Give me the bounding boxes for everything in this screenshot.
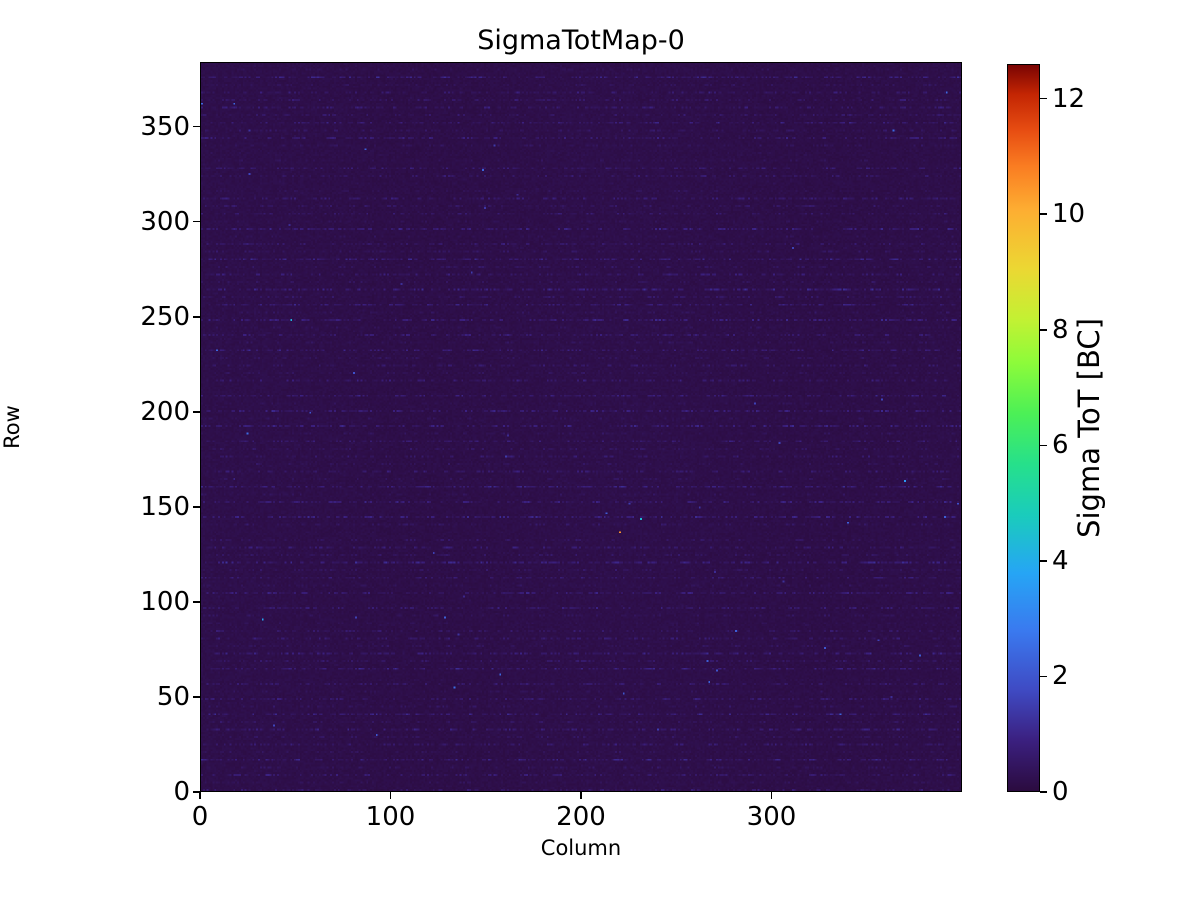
colorbar-tick-label: 12 (1052, 83, 1086, 114)
x-tick-label: 100 (365, 802, 416, 832)
heatmap-image[interactable] (201, 63, 961, 791)
colorbar-tick-mark (1040, 97, 1047, 100)
x-tick-label: 300 (746, 802, 797, 832)
colorbar-tick-label: 4 (1052, 545, 1069, 576)
y-tick-label: 350 (140, 111, 190, 142)
colorbar-tick-label: 0 (1052, 777, 1069, 807)
y-tick-label: 50 (156, 681, 190, 712)
y-tick-label: 250 (140, 301, 190, 332)
x-tick-mark (389, 792, 392, 799)
colorbar-label: Sigma ToT [BC] (1072, 318, 1106, 538)
colorbar-tick-mark (1040, 444, 1047, 447)
y-tick-label: 100 (140, 586, 190, 617)
x-tick-mark (770, 792, 773, 799)
y-tick-mark (193, 791, 200, 793)
colorbar-tick-label: 8 (1052, 314, 1069, 345)
y-tick-mark (193, 410, 200, 413)
y-axis-label: Row (0, 405, 24, 449)
y-tick-mark (193, 696, 200, 698)
x-axis-label: Column (540, 836, 622, 860)
y-tick-label: 150 (140, 491, 190, 522)
colorbar-tick-label: 10 (1052, 199, 1086, 230)
colorbar-tick-mark (1040, 560, 1047, 562)
y-tick-label: 300 (140, 206, 190, 237)
colorbar-tick-mark (1040, 213, 1047, 216)
y-tick-mark (193, 601, 200, 603)
y-tick-label: 200 (140, 396, 190, 427)
colorbar-tick-label: 6 (1052, 430, 1069, 461)
colorbar-tick-label: 2 (1052, 661, 1069, 692)
x-tick-label: 0 (191, 802, 209, 832)
y-tick-label: 0 (173, 777, 190, 807)
x-tick-label: 200 (556, 802, 606, 832)
x-tick-mark (580, 792, 582, 799)
heatmap-axes[interactable] (200, 62, 962, 792)
colorbar[interactable] (1007, 64, 1040, 792)
colorbar-tick-mark (1040, 791, 1047, 793)
colorbar-tick-mark (1040, 328, 1047, 331)
colorbar-tick-mark (1040, 675, 1047, 678)
y-tick-mark (193, 125, 200, 128)
x-tick-mark (199, 792, 201, 799)
y-tick-mark (193, 506, 200, 508)
y-tick-mark (193, 315, 200, 318)
page-title: SigmaTotMap-0 (477, 25, 685, 56)
y-tick-mark (193, 220, 200, 223)
